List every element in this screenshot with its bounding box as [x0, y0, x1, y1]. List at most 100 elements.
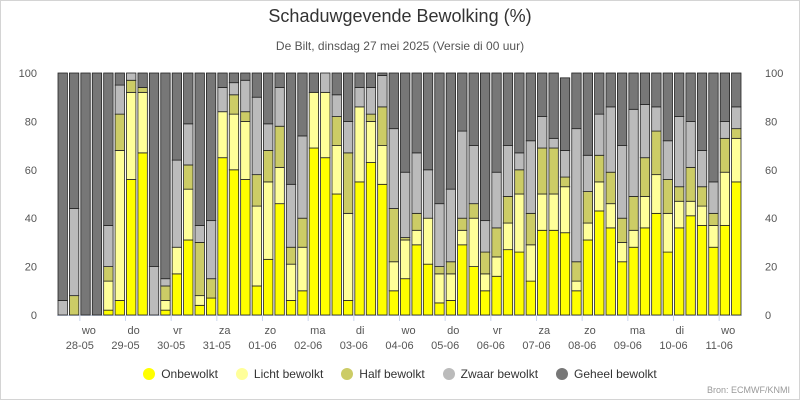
bar-segment-half	[365, 113, 377, 122]
bar-segment-zwaar	[343, 121, 354, 154]
bar-segment-onbewolkt	[206, 297, 217, 316]
bar-segment-zwaar	[628, 108, 639, 197]
legend-item-geheel[interactable]: Geheel bewolkt	[556, 367, 657, 381]
bar-segment-licht	[320, 91, 331, 159]
legend-swatch-licht	[235, 368, 248, 380]
bar-segment-half	[160, 285, 171, 301]
bar-segment-geheel	[388, 72, 399, 130]
bar-segment-geheel	[206, 72, 217, 222]
bar-segment-zwaar	[285, 183, 297, 248]
bar-segment-licht	[434, 273, 445, 304]
bar-segment-geheel	[343, 72, 354, 122]
bar-segment-onbewolkt	[183, 239, 194, 316]
bar-segment-zwaar	[126, 72, 137, 81]
bar-segment-onbewolkt	[662, 251, 673, 316]
bar-segment-onbewolkt	[411, 244, 422, 316]
y-tick-label-left: 80	[25, 116, 37, 128]
bar-segment-onbewolkt	[217, 157, 228, 316]
bar-segment-licht	[365, 121, 377, 163]
bar-segment-geheel	[377, 72, 388, 76]
bar-segment-geheel	[514, 72, 525, 154]
bar-segment-licht	[628, 229, 639, 248]
bar-segment-geheel	[639, 72, 651, 105]
bar-segment-half	[285, 246, 297, 265]
bar-segment-zwaar	[206, 220, 217, 280]
bar-segment-geheel	[251, 72, 262, 98]
bar-segment-onbewolkt	[354, 181, 365, 316]
bar-segment-geheel	[525, 72, 536, 142]
bar-segment-onbewolkt	[457, 244, 468, 316]
bar-segment-half	[514, 169, 525, 195]
x-tick-date: 30-05	[157, 340, 185, 352]
bar-segment-geheel	[297, 72, 308, 137]
bar-segment-geheel	[685, 72, 696, 122]
bar-segment-geheel	[651, 72, 662, 108]
bar-segment-half	[639, 157, 651, 197]
bar-segment-licht	[114, 150, 125, 301]
y-tick-label-left: 20	[25, 262, 37, 274]
bar-segment-zwaar	[422, 169, 434, 219]
legend-item-zwaar[interactable]: Zwaar bewolkt	[442, 367, 538, 381]
bar-segment-zwaar	[354, 87, 365, 108]
bar-segment-onbewolkt	[731, 181, 742, 316]
bar-segment-licht	[457, 229, 468, 246]
bar-segment-licht	[445, 273, 456, 301]
bar-segment-zwaar	[57, 300, 68, 316]
x-tick-weekday: ma	[310, 325, 326, 337]
x-tick-weekday: zo	[584, 325, 596, 337]
bar-segment-onbewolkt	[103, 309, 114, 316]
bar-segment-licht	[126, 91, 137, 180]
bar-segment-licht	[422, 217, 434, 265]
bar-segment-licht	[537, 193, 548, 231]
bar-segment-geheel	[480, 72, 491, 222]
bar-segment-zwaar	[525, 140, 536, 214]
bar-segment-half	[525, 212, 536, 246]
bar-segment-half	[651, 130, 662, 176]
bar-segment-half	[388, 208, 399, 263]
x-tick-date: 11-06	[706, 340, 733, 352]
bar-segment-half	[206, 278, 217, 299]
bar-segment-onbewolkt	[400, 278, 411, 316]
bar-segment-zwaar	[514, 152, 525, 171]
bar-segment-geheel	[628, 72, 639, 110]
bar-segment-zwaar	[148, 266, 160, 316]
y-tick-label-right: 40	[765, 213, 777, 225]
bar-segment-zwaar	[331, 94, 342, 117]
bar-segment-onbewolkt	[194, 304, 205, 316]
bar-segment-half	[126, 79, 137, 93]
bar-segment-zwaar	[377, 75, 388, 108]
legend-swatch-zwaar	[442, 368, 455, 380]
bar-segment-zwaar	[183, 123, 194, 166]
bar-segment-geheel	[148, 72, 160, 268]
x-tick-weekday: zo	[265, 325, 277, 337]
legend-item-licht[interactable]: Licht bewolkt	[235, 367, 323, 381]
bar-segment-licht	[285, 263, 297, 301]
bar-segment-half	[559, 176, 571, 188]
legend-item-onbewolkt[interactable]: Onbewolkt	[143, 367, 218, 381]
x-tick-date: 10-06	[659, 340, 687, 352]
bar-segment-licht	[331, 145, 342, 195]
bar-segment-licht	[617, 241, 628, 263]
bar-segment-licht	[594, 181, 605, 212]
bar-segment-zwaar	[491, 171, 502, 229]
bar-segment-zwaar	[194, 225, 205, 243]
bar-segment-onbewolkt	[377, 183, 388, 316]
bar-segment-zwaar	[468, 145, 479, 205]
bar-segment-geheel	[731, 72, 742, 108]
legend-item-half[interactable]: Half bewolkt	[341, 367, 425, 381]
bar-segment-zwaar	[114, 84, 125, 115]
bar-segment-geheel	[411, 72, 422, 154]
bar-segment-zwaar	[548, 137, 559, 149]
bar-segment-geheel	[548, 72, 559, 139]
y-tick-label-right: 20	[765, 262, 777, 274]
bar-segment-half	[343, 152, 354, 214]
bar-segment-licht	[400, 239, 411, 280]
bar-segment-geheel	[114, 72, 125, 86]
bar-segment-licht	[137, 91, 148, 154]
bar-segment-half	[628, 196, 639, 231]
y-tick-label-right: 100	[765, 68, 783, 80]
bar-segment-onbewolkt	[674, 227, 685, 316]
bar-segment-onbewolkt	[171, 273, 182, 316]
bar-segment-onbewolkt	[537, 229, 548, 316]
